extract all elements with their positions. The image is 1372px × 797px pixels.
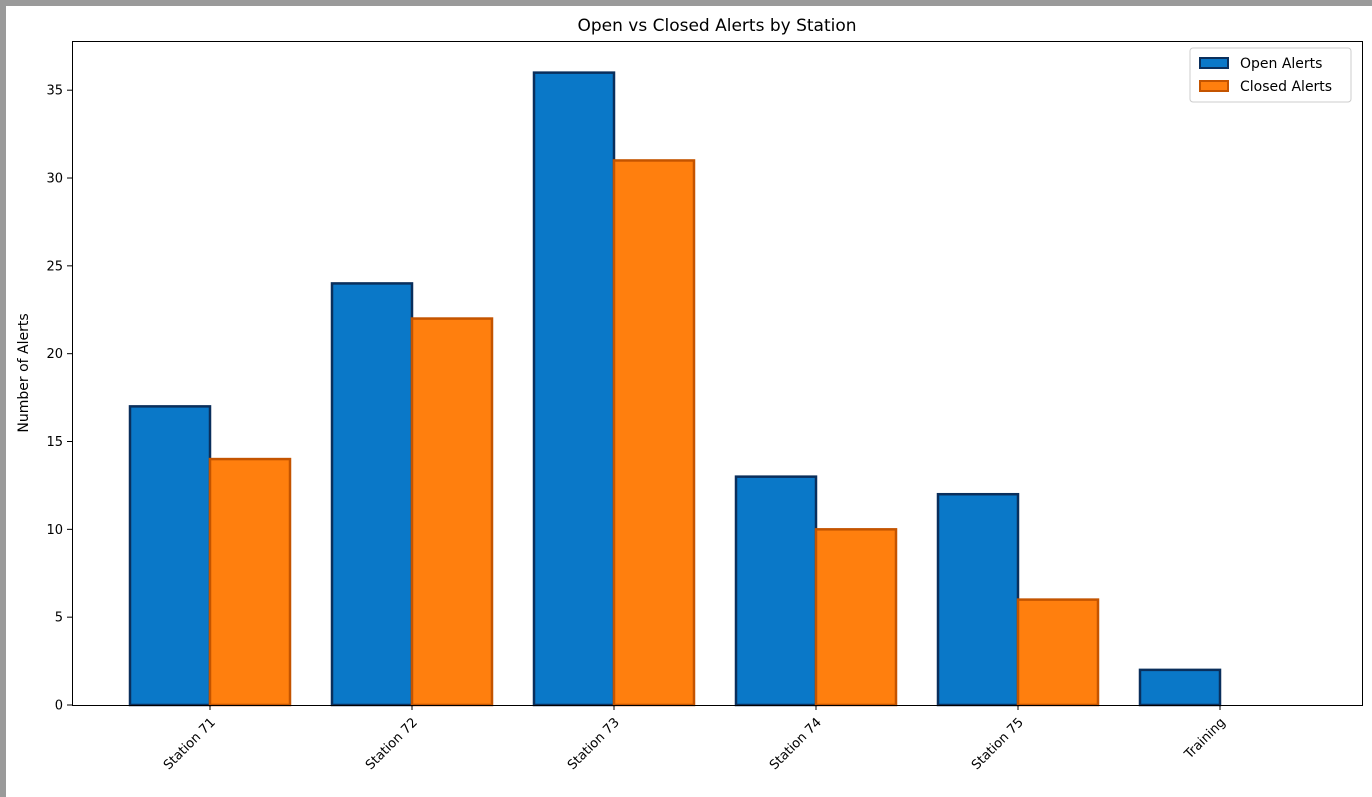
legend-label-1: Closed Alerts xyxy=(1240,79,1332,95)
x-tick-label-4: Station 75 xyxy=(969,715,1027,773)
bar-open-5 xyxy=(1138,668,1222,707)
bar-open-0 xyxy=(128,405,212,707)
figure: Open vs Closed Alerts by Station Number … xyxy=(6,6,1372,797)
y-axis: 0 5 10 15 20 25 30 35 xyxy=(46,84,72,714)
y-tick-label-20: 20 xyxy=(46,347,63,362)
y-tick-label-25: 25 xyxy=(46,259,63,274)
y-tick-label-30: 30 xyxy=(46,172,63,187)
bar-closed-1 xyxy=(410,317,494,707)
bar-closed-0 xyxy=(208,457,292,707)
x-tick-label-5: Training xyxy=(1181,715,1229,763)
chart-title: Open vs Closed Alerts by Station xyxy=(577,16,856,36)
y-tick-label-15: 15 xyxy=(46,435,63,450)
bar-open-4 xyxy=(936,492,1020,707)
x-tick-label-1: Station 72 xyxy=(363,715,421,773)
bars-group xyxy=(128,71,1222,707)
bar-closed-2 xyxy=(612,159,696,707)
bar-open-2 xyxy=(532,71,616,707)
x-axis: Station 71 Station 72 Station 73 Station 74… xyxy=(161,705,1229,773)
legend-box xyxy=(1189,47,1352,103)
legend-swatch-0 xyxy=(1199,57,1229,69)
y-tick-label-35: 35 xyxy=(46,84,63,99)
x-tick-label-0: Station 71 xyxy=(161,715,219,773)
x-tick-label-2: Station 73 xyxy=(565,715,623,773)
y-tick-label-0: 0 xyxy=(55,699,63,714)
bar-closed-3 xyxy=(814,528,898,707)
y-axis-label: Number of Alerts xyxy=(16,313,32,432)
legend-swatch-1 xyxy=(1199,80,1229,92)
legend-label-0: Open Alerts xyxy=(1240,56,1322,72)
x-tick-label-3: Station 74 xyxy=(767,715,825,773)
bar-open-1 xyxy=(330,282,414,707)
bar-chart: Open vs Closed Alerts by Station Number … xyxy=(16,16,1363,773)
legend: Open Alerts Closed Alerts xyxy=(1189,47,1352,103)
y-tick-label-5: 5 xyxy=(55,611,63,626)
y-tick-label-10: 10 xyxy=(46,523,63,538)
plot-frame xyxy=(72,41,1363,706)
bar-closed-4 xyxy=(1016,598,1100,707)
bar-open-3 xyxy=(734,475,818,707)
